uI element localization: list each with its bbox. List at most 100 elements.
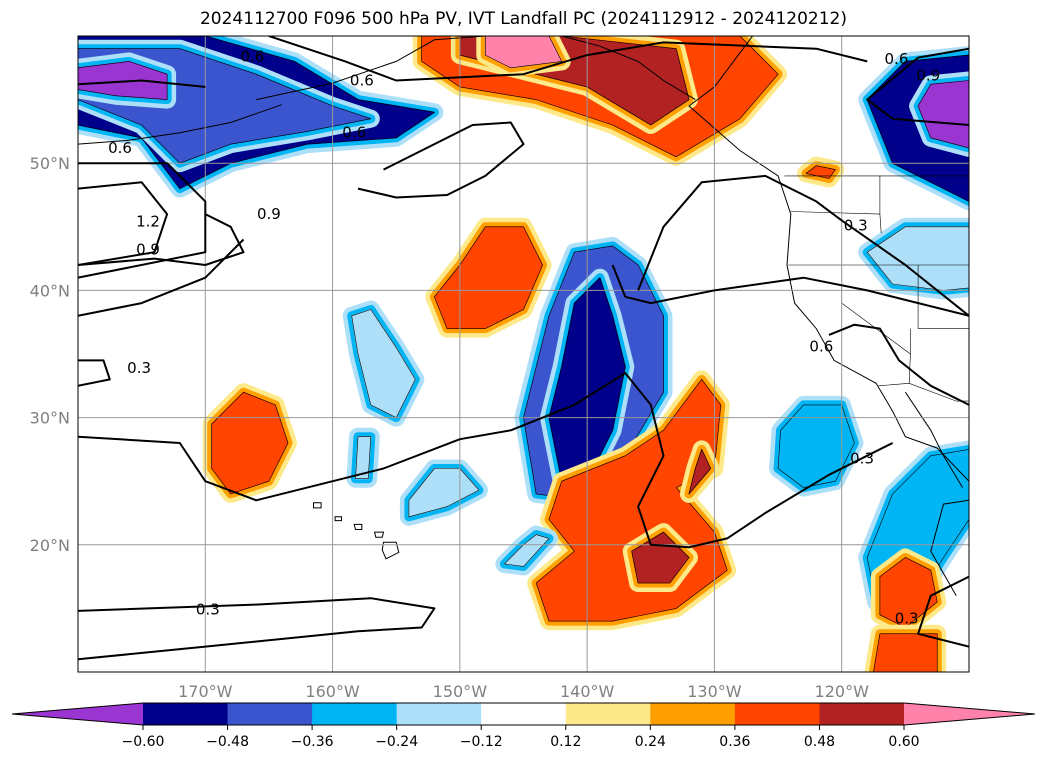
colorbar-segment bbox=[396, 703, 482, 725]
colorbar-tick-label: −0.60 bbox=[122, 734, 165, 750]
shaded-region-neg-small-west bbox=[346, 427, 380, 488]
shaded-region-neg-mid-west bbox=[342, 300, 425, 427]
shade-outline bbox=[434, 226, 543, 329]
map-area: 0.6 0.6 0.6 0.6 0.9 1.2 0.9 0.3 0.3 0.6 0.9 0.3 0.6 0… bbox=[78, 36, 969, 672]
shade-outline bbox=[504, 534, 550, 567]
contour-label: 0.3 bbox=[895, 610, 919, 628]
border-state-az bbox=[908, 328, 911, 384]
shaded-region-pos-south-core bbox=[680, 440, 720, 503]
longitude-tick-labels: 170°W 160°W 150°W 140°W 130°W 120°W bbox=[178, 682, 869, 701]
coastline-baja-east-coast bbox=[904, 391, 964, 488]
colorbar-tick-label: −0.24 bbox=[375, 734, 418, 750]
shaded-region-pos-se-bottom bbox=[864, 624, 947, 672]
shade-outline bbox=[351, 309, 416, 418]
shaded-region-neg-nw-deep bbox=[78, 52, 177, 109]
island-hawaii-oahu bbox=[353, 523, 363, 530]
gridline-layer bbox=[78, 36, 969, 672]
map-frame bbox=[77, 35, 970, 673]
colorbar-segment bbox=[819, 703, 905, 725]
contour-line-1.2 bbox=[78, 181, 169, 266]
contour-label: 0.6 bbox=[342, 124, 366, 142]
contour-label: 0.9 bbox=[136, 241, 160, 259]
contour-line-0.6-coast bbox=[828, 323, 969, 406]
contour-label: 0.3 bbox=[127, 359, 151, 377]
shade-outline bbox=[78, 61, 168, 100]
contour-label: 1.2 bbox=[136, 213, 160, 231]
lat-tick-label: 20°N bbox=[30, 536, 70, 555]
island-hawaii-big bbox=[381, 541, 400, 560]
shade-outline bbox=[805, 165, 836, 179]
contour-line-0.3-trough bbox=[78, 372, 894, 549]
contour-label-layer: 0.6 0.6 0.6 0.6 0.9 1.2 0.9 0.3 0.3 0.6 0.9 0.3 0.6 0… bbox=[108, 47, 940, 628]
lon-tick-label: 140°W bbox=[560, 682, 615, 701]
shaded-region-neg-baja-west bbox=[769, 395, 864, 497]
contour-label: 0.9 bbox=[916, 66, 940, 84]
contour-line-0.3-south bbox=[78, 597, 436, 661]
shade-outline bbox=[355, 436, 372, 480]
shaded-region-neg-inland-nw bbox=[858, 217, 969, 300]
colorbar-tick-label: 0.24 bbox=[635, 734, 666, 750]
coastline-north-america-west-coast bbox=[688, 36, 969, 482]
shaded-region-pos-north-blob bbox=[425, 217, 552, 338]
shade-outline bbox=[866, 226, 969, 291]
shade-outline bbox=[484, 36, 563, 69]
colorbar-tick-label: 0.60 bbox=[888, 734, 919, 750]
contour-line-0.6-top bbox=[268, 36, 868, 82]
contour-line-0.3-inner bbox=[78, 359, 111, 387]
contour-line-0.3-west bbox=[78, 238, 245, 317]
colorbar-extend-high bbox=[904, 703, 1035, 725]
shade-outline bbox=[688, 449, 711, 495]
colorbar-extend-low bbox=[12, 703, 143, 725]
contour-line-0.6-center bbox=[611, 174, 969, 317]
lon-tick-label: 150°W bbox=[433, 682, 488, 701]
colorbar: −0.60 −0.48 −0.36 −0.24 −0.12 0.12 0.24 0.36 0.4… bbox=[11, 702, 1036, 750]
colorbar-segment bbox=[143, 703, 229, 725]
colorbar-segment bbox=[650, 703, 736, 725]
shaded-region-pos-south-core2 bbox=[622, 523, 698, 592]
colorbar-tick-label: −0.48 bbox=[206, 734, 249, 750]
contour-label: 0.6 bbox=[350, 72, 374, 90]
lon-tick-label: 130°W bbox=[687, 682, 742, 701]
shade-outline bbox=[78, 36, 435, 189]
ivt-contour-layer bbox=[78, 36, 969, 661]
shade-outline bbox=[777, 404, 855, 488]
map-title: 2024112700 F096 500 hPa PV, IVT Landfall… bbox=[199, 9, 847, 29]
shade-outline bbox=[421, 36, 779, 158]
lon-tick-label: 170°W bbox=[178, 682, 233, 701]
coastline-alaska-coast bbox=[256, 36, 486, 101]
island-hawaii-maui bbox=[373, 531, 385, 538]
contour-label: 0.9 bbox=[257, 205, 281, 223]
colorbar-segment bbox=[565, 703, 651, 725]
coastline-mexico-coast bbox=[930, 499, 969, 596]
colorbar-segment bbox=[734, 703, 820, 725]
coastline-layer bbox=[78, 36, 969, 596]
colorbar-segment bbox=[227, 703, 313, 725]
lon-tick-label: 120°W bbox=[815, 682, 870, 701]
coastline-aleutian-islands bbox=[78, 104, 282, 145]
shaded-region-neg-small-south bbox=[495, 525, 558, 576]
contour-ring-north-pacific bbox=[357, 121, 525, 199]
shaded-region-pos-small-coast bbox=[797, 156, 845, 188]
colorbar-tick-label: 0.12 bbox=[550, 734, 581, 750]
contour-line-0.6-ne bbox=[866, 47, 969, 126]
colorbar-tick-label: −0.12 bbox=[460, 734, 503, 750]
shade-outline bbox=[631, 531, 690, 584]
island-hawaii-nw bbox=[313, 502, 322, 509]
lat-tick-label: 50°N bbox=[30, 154, 70, 173]
contour-label: 0.3 bbox=[196, 601, 220, 619]
contour-label: 0.3 bbox=[844, 217, 868, 235]
border-state-ut bbox=[917, 265, 969, 329]
contour-label: 0.3 bbox=[850, 449, 874, 467]
contour-label: 0.6 bbox=[885, 50, 909, 68]
contour-line-0.9 bbox=[78, 162, 207, 279]
colorbar-segment bbox=[312, 703, 398, 725]
contour-line-0.3-se bbox=[917, 575, 969, 648]
contour-label: 0.6 bbox=[809, 337, 833, 355]
contour-label: 0.6 bbox=[108, 139, 132, 157]
colorbar-tick-label: −0.36 bbox=[291, 734, 334, 750]
colorbar-segment bbox=[481, 703, 567, 725]
lat-tick-label: 30°N bbox=[30, 409, 70, 428]
shade-core bbox=[873, 633, 938, 672]
shade-outline bbox=[459, 36, 690, 126]
